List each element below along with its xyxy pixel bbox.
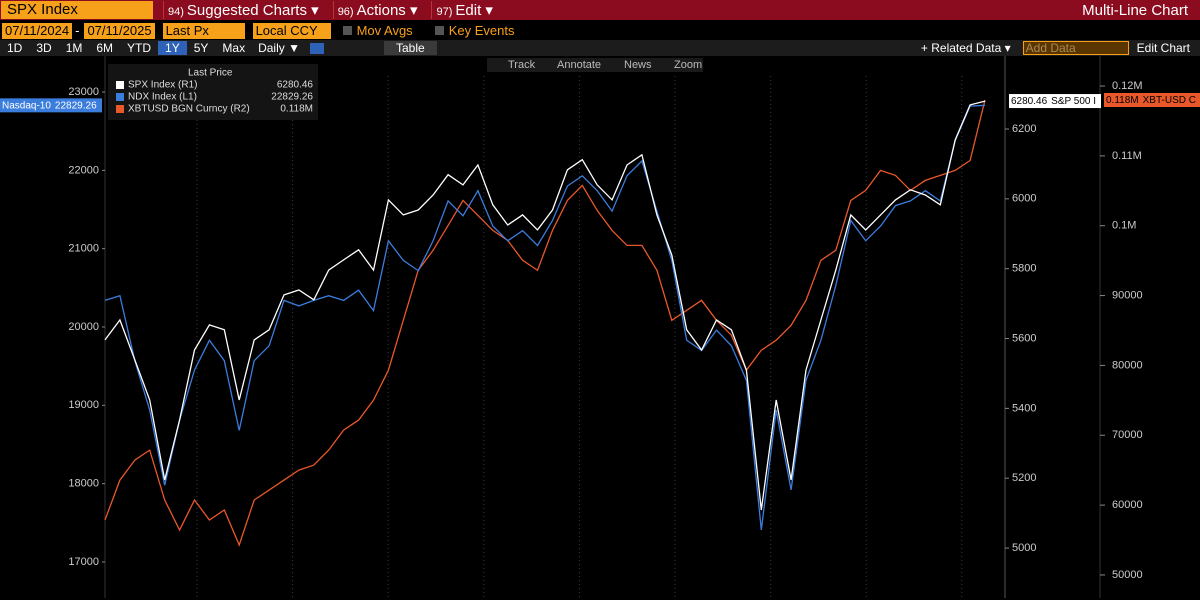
chart-tools-bg — [487, 58, 703, 72]
security-field[interactable]: SPX Index — [1, 1, 153, 19]
chart-tool[interactable]: Zoom — [674, 59, 702, 71]
y-tick-label: 6000 — [1012, 193, 1036, 205]
related-data[interactable]: + Related Data ▾ — [920, 41, 1011, 55]
period-button[interactable]: 1M — [65, 41, 83, 55]
legend-value: 0.118M — [280, 104, 313, 115]
currency-select[interactable]: Local CCY — [252, 22, 331, 39]
period-button[interactable]: 1Y — [158, 41, 187, 55]
table-button[interactable]: Table — [383, 41, 437, 55]
axis-tag: 0.118M XBT-USD C — [1106, 95, 1196, 106]
period-button[interactable]: Max — [222, 41, 246, 55]
checkbox[interactable] — [434, 26, 444, 35]
y-tick-label: 6200 — [1012, 123, 1036, 135]
period-button[interactable]: 6M — [96, 41, 114, 55]
y-tick-label: 5600 — [1012, 332, 1036, 344]
axis-tag-label: Nasdaq-10 — [2, 100, 51, 111]
y-tick-label: 5400 — [1012, 402, 1036, 414]
menu-label: Suggested Charts ▾ — [186, 2, 319, 19]
y-tick-label: 20000 — [68, 321, 99, 333]
legend-title: Last Price — [188, 68, 233, 79]
menu[interactable]: 96) Actions ▾ — [332, 1, 422, 19]
date-separator: - — [75, 23, 80, 38]
frequency-select[interactable]: Daily ▼ — [258, 41, 300, 55]
axis-tag-bg — [1009, 94, 1101, 109]
axis-tag-value: 22829.26 — [55, 100, 97, 111]
y-tick-label: 5800 — [1012, 263, 1036, 275]
axis-tag: 6280.46 S&P 500 I — [1011, 96, 1096, 107]
axis-tag-bg — [0, 98, 102, 113]
chart-style-icon[interactable] — [309, 42, 324, 54]
menu-number: 94) — [168, 6, 184, 18]
legend-label: NDX Index (L1) — [128, 92, 197, 103]
y-tick-label: 19000 — [68, 399, 99, 411]
legend-label: XBTUSD BGN Curncy (R2) — [128, 104, 250, 115]
y-tick-label: 0.12M — [1112, 80, 1143, 92]
series-line — [104, 104, 986, 530]
y-tick-label: 0.1M — [1112, 220, 1136, 232]
period-button[interactable]: 5Y — [193, 41, 209, 55]
y-tick-label: 5000 — [1012, 542, 1036, 554]
checkbox[interactable] — [342, 26, 352, 35]
series-line — [104, 99, 986, 547]
period-button[interactable]: 3D — [36, 41, 52, 55]
axis-tag-value: 0.118M — [1106, 95, 1139, 106]
edit-chart[interactable]: Edit Chart — [1136, 41, 1190, 55]
end-date[interactable]: 07/11/2025 — [84, 22, 155, 39]
axis-tag-label: XBT-USD C — [1143, 95, 1196, 106]
legend-value: 22829.26 — [271, 92, 313, 103]
add-data-input[interactable]: Add Data — [1022, 41, 1129, 55]
y-tick-label: 5200 — [1012, 472, 1036, 484]
legend-value: 6280.46 — [277, 80, 314, 91]
y-tick-label: 70000 — [1112, 429, 1143, 441]
toolbar: 1D 3D 1M 6M YTD 1Y 5Y Max Daily ▼ Table + Relat… — [0, 40, 1200, 56]
series-line — [104, 100, 986, 511]
chart-tool[interactable]: Annotate — [557, 59, 601, 71]
chart-tool[interactable]: News — [624, 59, 652, 71]
axis-tag: Nasdaq-10 22829.26 — [2, 100, 97, 111]
option-label[interactable]: Key Events — [448, 23, 515, 38]
menu[interactable]: 94) Suggested Charts ▾ — [163, 1, 323, 19]
y-tick-label: 80000 — [1112, 359, 1143, 371]
period-button[interactable]: YTD — [127, 41, 152, 55]
y-tick-label: 23000 — [68, 86, 99, 98]
axis-tag-value: 6280.46 — [1011, 96, 1048, 107]
title-bar: SPX Index 94) Suggested Charts ▾ 96) Actio… — [0, 0, 1200, 20]
menu[interactable]: 97) Edit ▾ — [431, 1, 496, 19]
legend-swatch — [116, 93, 124, 101]
y-tick-label: 0.11M — [1112, 150, 1142, 162]
y-tick-label: 17000 — [68, 556, 99, 568]
chart-tool[interactable]: Track — [508, 59, 536, 71]
y-tick-label: 22000 — [68, 164, 99, 176]
menu-number: 96) — [337, 6, 354, 18]
field-select[interactable]: Last Px — [162, 22, 245, 39]
controls-bar: 07/11/2024 - 07/11/2025 Last Px Local CC… — [0, 21, 1200, 40]
axis-tag-label: S&P 500 I — [1051, 96, 1096, 107]
y-tick-label: 18000 — [68, 478, 99, 490]
page-title: Multi-Line Chart — [1082, 1, 1188, 19]
axis-tag-bg — [1104, 93, 1200, 108]
chart: Track Annotate News Zoom 17000 18000 19000 2000… — [0, 56, 1200, 598]
legend-box — [108, 64, 318, 120]
y-tick-label: 50000 — [1112, 569, 1143, 581]
start-date[interactable]: 07/11/2024 — [2, 22, 73, 39]
option-label[interactable]: Mov Avgs — [356, 23, 413, 38]
legend-swatch — [116, 105, 124, 113]
menu-number: 97) — [436, 6, 453, 18]
legend-swatch — [116, 81, 124, 89]
menu-label: Actions ▾ — [356, 2, 418, 19]
y-tick-label: 21000 — [68, 243, 99, 255]
period-buttons: 1D 3D 1M 6M YTD 1Y 5Y Max — [0, 41, 252, 55]
menu-label: Edit ▾ — [455, 2, 493, 19]
y-tick-label: 60000 — [1112, 499, 1143, 511]
y-tick-label: 90000 — [1112, 289, 1143, 301]
legend-label: SPX Index (R1) — [128, 80, 197, 91]
period-button[interactable]: 1D — [7, 41, 23, 55]
